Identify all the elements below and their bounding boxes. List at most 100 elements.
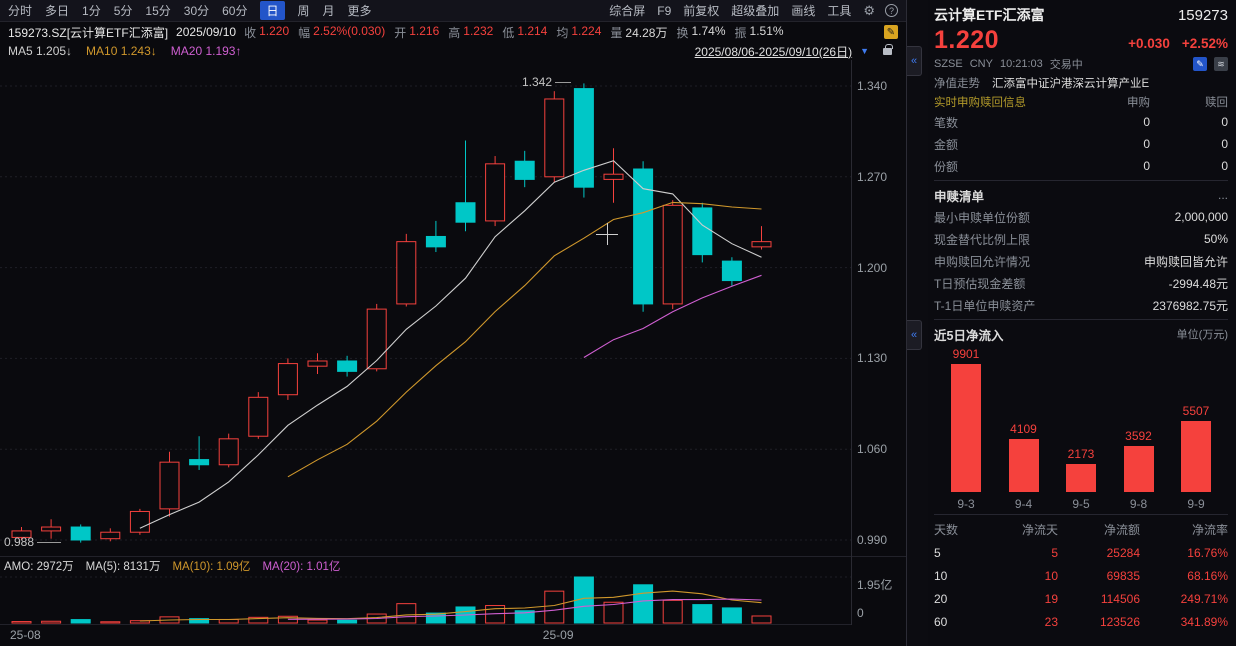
gear-icon[interactable]: ⚙ [863,2,875,18]
period-tab[interactable]: 日 [260,1,285,20]
period-tab[interactable]: 5分 [113,4,133,18]
price-change: +0.030 [1128,36,1170,51]
detail-row: 申购赎回允许情况 申购赎回皆允许 [934,250,1228,272]
flow-bar-value: 5507 [1182,404,1210,418]
flow-bar-category: 9-9 [1187,497,1205,511]
low-price-label: 0.988 [4,535,35,549]
flow-table-cell: 19 [1044,591,1058,606]
detail-row: T日预估现金差额 -2994.48元 [934,272,1228,294]
period-tab[interactable]: 60分 [222,4,248,18]
flow-table-cell: 68.16% [1187,568,1228,583]
flow-table-row: 60 23 123526 341.89% [934,610,1228,633]
x-axis-label: 25-08 [10,628,41,642]
lock-icon[interactable] [883,43,893,55]
rt-redeem-value: 0 [1221,159,1228,173]
market-status-row: SZSE CNY 10:21:03 交易中 ✎ ≋ [934,56,1228,72]
chevron-down-icon[interactable]: ▼ [860,46,869,56]
quote-detail-panel: 云计算ETF汇添富 159273 1.220 +0.030 +2.52% SZS… [928,0,1236,646]
quote-field-value: 1.232 [463,23,494,38]
flow-bar-group: 4109 9-4 [996,422,1052,511]
detail-value: 2,000,000 [1174,210,1228,224]
pen-badge[interactable]: ✎ [884,25,898,39]
toolbar-item[interactable]: 超级叠加 [731,4,780,18]
quote-field-label: 量 [610,25,623,40]
quote-fields: 收 1.220 幅 2.52%(0.030) 开 1.216 高 1.232 低 1.214 均 1.… [244,24,783,41]
rt-row-label: 笔数 [934,115,959,130]
rt-purchase-value: 0 [1143,159,1150,173]
collapse-panel-icon[interactable]: « [907,46,922,76]
flow-section-title: 近5日净流入 [934,328,1004,343]
toolbar-item[interactable]: 综合屏 [609,4,646,18]
flow-table-cell: 10 [934,568,948,583]
detail-row: 现金替代比例上限 50% [934,228,1228,250]
detail-value: 2376982.75元 [1152,298,1228,313]
y-axis-tick: 1.200 [857,260,888,275]
flow-table-cell: 114506 [1100,591,1140,606]
high-price-label: 1.342 [522,75,553,89]
volume-chart[interactable] [0,574,851,625]
flow-table-cell: 341.89% [1180,614,1228,629]
section-divider [934,319,1228,320]
period-tab[interactable]: 分时 [8,4,33,18]
flow-bar [1181,421,1211,492]
volume-legend-item: AMO: 2972万 [4,561,74,573]
low-price-annotation: 0.988 [4,535,62,549]
flow-bar-category: 9-5 [1072,497,1090,511]
flow-table-cell: 69835 [1106,568,1140,583]
flow-bar-category: 9-4 [1014,497,1033,511]
toolbar-item[interactable]: F9 [657,3,672,18]
edit-icon[interactable]: ✎ [1193,57,1207,71]
mini-chart-icon[interactable]: ≋ [1214,57,1228,71]
quote-field: 开 1.216 [394,24,439,41]
rt-redeem-value: 0 [1221,137,1228,151]
kline-canvas[interactable] [0,60,851,557]
quote-field-value: 1.224 [571,23,602,38]
volume-legend: AMO: 2972万 MA(5): 8131万 MA(10): 1.09亿 MA(20… [4,558,340,573]
price-change-group: +0.030 +2.52% [1128,36,1228,51]
volume-canvas[interactable] [0,574,851,625]
flow-bar-group: 3592 9-8 [1111,429,1167,511]
flow-table-cell: 5 [934,545,941,560]
flow-table-cell: 60 [934,614,948,629]
annotation-line [37,541,62,543]
flow-table-header-cell: 净流天 [1021,523,1058,537]
date-range-label[interactable]: 2025/08/06-2025/09/10(26日) [694,44,853,59]
detail-value: 申购赎回皆允许 [1143,254,1228,269]
y-axis-tick: 0.990 [857,533,888,547]
section-divider [934,180,1228,181]
detail-rows: 最小申赎单位份额 2,000,000 现金替代比例上限 50% 申购赎回允许情况 申购赎回… [934,206,1228,316]
collapse-panel-icon-2[interactable]: « [907,320,922,350]
flow-bar-value: 3592 [1125,429,1152,443]
period-tab[interactable]: 30分 [183,4,210,18]
rt-row: 笔数 0 0 [934,111,1228,133]
quote-field-value: 1.51% [749,23,784,38]
toolbar-item[interactable]: 前复权 [683,4,720,18]
more-link[interactable]: ... [1217,188,1228,202]
tab-nav-trend[interactable]: 净值走势 [934,78,980,90]
period-tab[interactable]: 15分 [145,4,171,18]
detail-label: 最小申赎单位份额 [934,210,1031,225]
rt-row-label: 金额 [934,137,959,152]
list-section-header: 申赎清单 ... [934,184,1228,206]
toolbar-item[interactable]: 工具 [827,4,852,18]
section-divider [934,514,1228,515]
flow-bar-group: 5507 9-9 [1168,404,1224,511]
quote-field-label: 低 [502,25,515,40]
toolbar-item[interactable]: 画线 [791,4,816,18]
tab-fund-name[interactable]: 汇添富中证沪港深云计算产业E [992,78,1150,90]
panel-divider: « « [906,0,928,646]
rt-row: 份额 0 0 [934,155,1228,177]
top-toolbar: 分时 多日 1分 5分 15分 30分 60分日周月更多 综合屏 F9 前复权 超级叠加 画线 工具 … [0,0,906,22]
help-icon[interactable]: ? [885,4,898,17]
col-purchase: 申购 [1127,96,1150,109]
period-tab[interactable]: 更多 [347,4,372,18]
period-tab[interactable]: 月 [322,4,335,18]
col-redeem: 赎回 [1205,96,1228,109]
period-tab[interactable]: 周 [297,4,310,18]
period-tab[interactable]: 多日 [45,4,70,18]
candlestick-chart[interactable]: 1.340 1.270 1.200 1.130 1.060 0.990 1.342 0.9… [0,60,906,557]
annotation-line [555,81,572,83]
quote-field: 均 1.224 [556,24,601,41]
quote-field-label: 换 [676,25,689,40]
period-tab[interactable]: 1分 [82,4,101,18]
